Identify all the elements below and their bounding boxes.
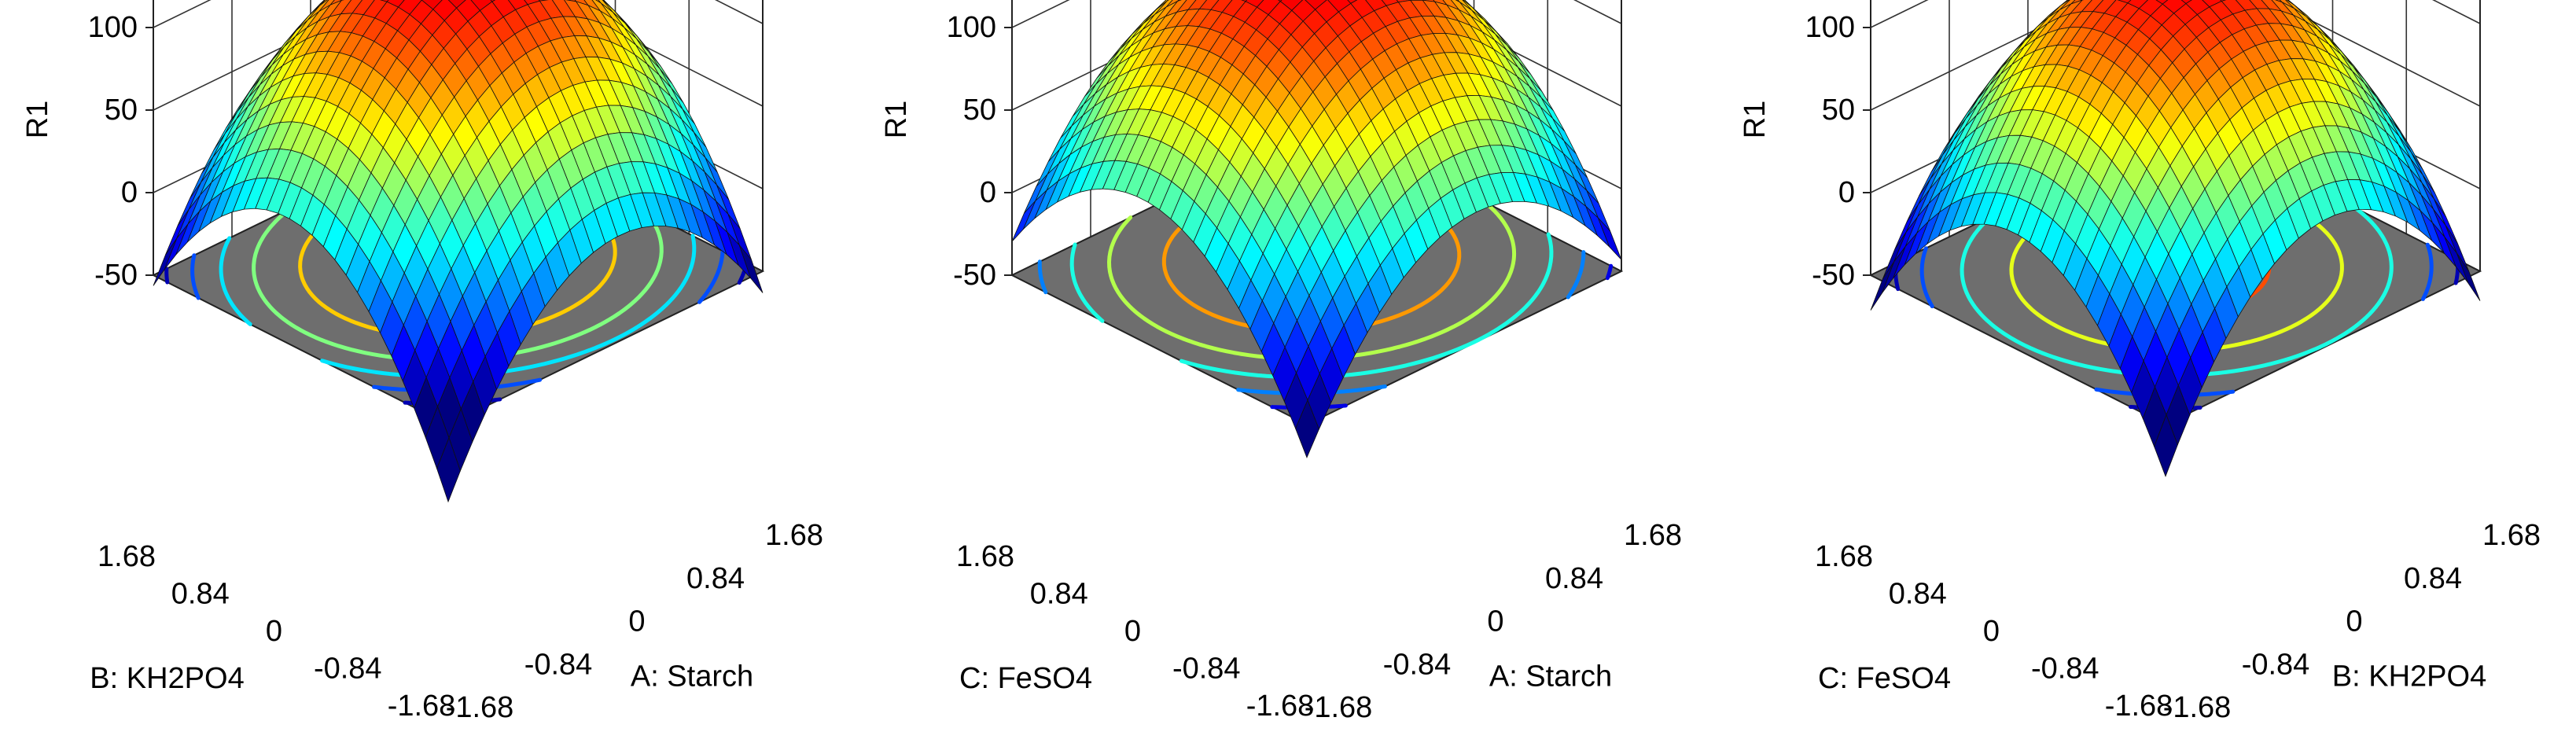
- wall-grid-z: [153, 0, 764, 111]
- z-axis-title: R1: [1739, 101, 1772, 139]
- y-axis-title: C: FeSO4: [959, 662, 1092, 695]
- surface-plot-2: 150100500-50R1-1.68-0.8400.841.68-1.68-0…: [859, 0, 1717, 743]
- x-tick-label: 0: [2346, 605, 2362, 638]
- surface-patch: [1347, 0, 1358, 4]
- plot-svg-2: 150100500-50R1-1.68-0.8400.841.68-1.68-0…: [880, 0, 1682, 724]
- x-tick-label: 1.68: [765, 519, 823, 552]
- surface-plot-3: 150100500-50R1-1.68-0.8400.841.68-1.68-0…: [1717, 0, 2576, 743]
- z-tick-label: -50: [953, 259, 996, 292]
- x-tick-label: -0.84: [524, 648, 593, 681]
- x-tick-label: 1.68: [2482, 519, 2541, 552]
- response-surface: [1011, 0, 1622, 458]
- x-tick-label: 0.84: [2404, 562, 2462, 595]
- y-tick-label: 1.68: [1815, 540, 1873, 573]
- x-tick-label: 0.84: [686, 562, 745, 595]
- y-tick-label: -1.68: [2105, 690, 2173, 723]
- plot-svg-1: 150100500-50R1-1.68-0.8400.841.68-1.68-0…: [21, 0, 823, 724]
- z-tick-label: -50: [1812, 259, 1855, 292]
- x-tick-label: 0.84: [1545, 562, 1603, 595]
- z-axis-title: R1: [880, 101, 913, 139]
- surface-patch: [2155, 0, 2169, 5]
- z-tick-label: 50: [105, 94, 138, 127]
- y-tick-label: -1.68: [388, 690, 456, 723]
- x-tick-label: 1.68: [1624, 519, 1682, 552]
- response-surface: [153, 0, 764, 503]
- z-tick-label: 0: [121, 176, 138, 209]
- y-tick-label: -0.84: [1172, 653, 1241, 686]
- x-tick-label: 0: [628, 605, 645, 638]
- x-axis-title: A: Starch: [631, 660, 753, 693]
- x-tick-label: -0.84: [2242, 648, 2310, 681]
- wall-grid-z: [1870, 0, 2481, 111]
- z-tick-label: 100: [1805, 11, 1855, 44]
- surface-plot-1: 150100500-50R1-1.68-0.8400.841.68-1.68-0…: [0, 0, 859, 743]
- y-tick-label: 0.84: [171, 578, 230, 611]
- z-tick-label: 100: [947, 11, 996, 44]
- surface-patch: [1295, 399, 1319, 458]
- surface-patch: [2154, 414, 2178, 477]
- response-surface: [1870, 0, 2481, 477]
- z-tick-label: -50: [94, 259, 138, 292]
- y-axis-title: B: KH2PO4: [90, 662, 244, 695]
- x-tick-label: -1.68: [1305, 691, 1373, 724]
- z-axis-title: R1: [21, 101, 54, 139]
- y-tick-label: 0.84: [1889, 578, 1947, 611]
- z-tick-label: 50: [1822, 94, 1855, 127]
- x-axis-title: A: Starch: [1489, 660, 1612, 693]
- y-tick-label: 0: [1983, 615, 2000, 648]
- axis-labels: 150100500-50R1-1.68-0.8400.841.68-1.68-0…: [21, 11, 823, 724]
- y-tick-label: -0.84: [314, 653, 382, 686]
- axis-labels: 150100500-50R1-1.68-0.8400.841.68-1.68-0…: [880, 11, 1682, 724]
- y-tick-label: 1.68: [956, 540, 1014, 573]
- x-axis-title: B: KH2PO4: [2332, 660, 2486, 693]
- axis-labels: 150100500-50R1-1.68-0.8400.841.68-1.68-0…: [1739, 11, 2541, 724]
- plot-svg-3: 150100500-50R1-1.68-0.8400.841.68-1.68-0…: [1739, 0, 2541, 724]
- z-tick-label: 100: [88, 11, 138, 44]
- z-tick-label: 0: [980, 176, 996, 209]
- z-tick-label: 50: [963, 94, 996, 127]
- y-tick-label: 0: [266, 615, 282, 648]
- x-tick-label: -0.84: [1383, 648, 1452, 681]
- x-tick-label: 0: [1487, 605, 1503, 638]
- y-tick-label: -0.84: [2031, 653, 2099, 686]
- y-tick-label: 0: [1124, 615, 1141, 648]
- contour-line-3: [1069, 137, 1554, 380]
- z-tick-label: 0: [1838, 176, 1855, 209]
- y-tick-label: 1.68: [98, 540, 156, 573]
- x-tick-label: -1.68: [2163, 691, 2232, 724]
- surface-patch: [436, 436, 461, 503]
- surface-patch: [2180, 0, 2192, 5]
- y-axis-title: C: FeSO4: [1818, 662, 1951, 695]
- y-tick-label: 0.84: [1030, 578, 1088, 611]
- y-tick-label: -1.68: [1246, 690, 1315, 723]
- x-tick-label: -1.68: [446, 691, 514, 724]
